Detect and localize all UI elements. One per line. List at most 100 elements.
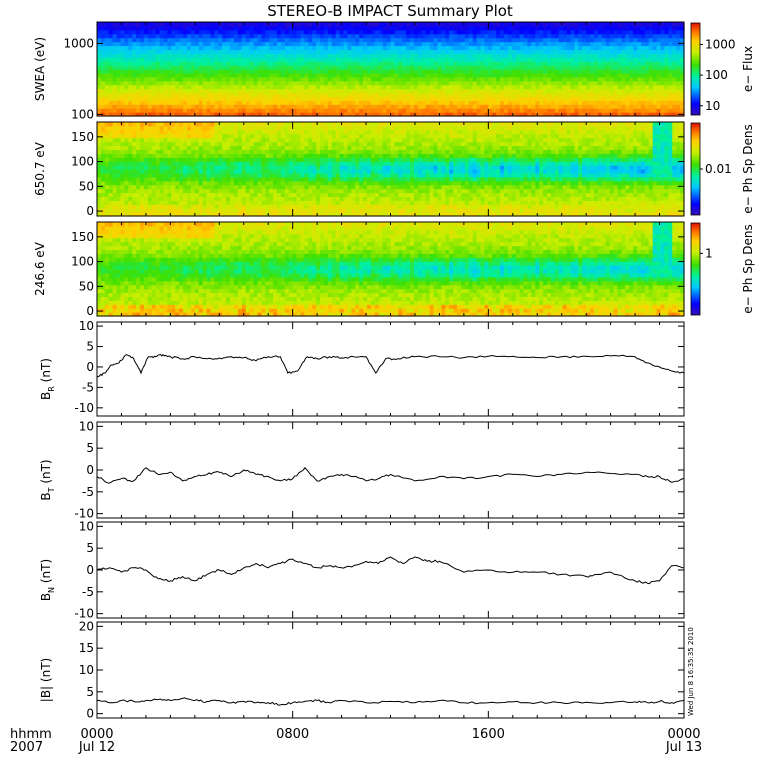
heatmap-cell xyxy=(167,41,172,47)
heatmap-cell xyxy=(535,65,540,70)
heatmap-cell xyxy=(421,29,427,35)
heatmap-cell xyxy=(151,212,157,217)
heatmap-cell xyxy=(112,84,118,90)
heatmap-cell xyxy=(680,84,685,90)
heatmap-cell xyxy=(633,80,638,86)
heatmap-cell xyxy=(151,61,157,66)
heatmap-cell xyxy=(644,37,650,43)
heatmap-cell xyxy=(171,57,176,62)
heatmap-cell xyxy=(554,45,560,51)
heatmap-cell xyxy=(210,172,215,178)
heatmap-cell xyxy=(558,22,564,27)
heatmap-cell xyxy=(398,88,403,94)
heatmap-cell xyxy=(492,37,497,43)
heatmap-cell xyxy=(171,88,176,94)
heatmap-cell xyxy=(226,61,231,66)
heatmap-cell xyxy=(363,84,368,90)
heatmap-cell xyxy=(108,41,114,47)
heatmap-cell xyxy=(277,57,282,62)
heatmap-cell xyxy=(292,37,298,43)
heatmap-cell xyxy=(398,41,403,47)
heatmap-cell xyxy=(468,22,474,27)
heatmap-cell xyxy=(120,108,125,113)
heatmap-cell xyxy=(457,49,462,54)
heatmap-cell xyxy=(374,61,380,66)
heatmap-cell xyxy=(190,104,196,109)
heatmap-cell xyxy=(147,84,153,90)
heatmap-cell xyxy=(241,153,247,158)
heatmap-cell xyxy=(210,61,215,66)
heatmap-cell xyxy=(476,88,482,94)
heatmap-cell xyxy=(300,80,305,86)
heatmap-cell xyxy=(460,22,466,27)
heatmap-cell xyxy=(175,161,180,166)
heatmap-cell xyxy=(394,80,399,86)
heatmap-cell xyxy=(198,57,204,62)
heatmap-cell xyxy=(151,192,157,198)
heatmap-cell xyxy=(570,53,576,58)
heatmap-cell xyxy=(261,137,266,143)
heatmap-cell xyxy=(233,157,239,162)
heatmap-cell xyxy=(284,196,290,201)
heatmap-cell xyxy=(143,96,149,101)
heatmap-cell xyxy=(284,76,290,82)
heatmap-cell xyxy=(300,149,305,154)
heatmap-cell xyxy=(676,37,681,43)
heatmap-cell xyxy=(269,49,274,54)
heatmap-cell xyxy=(449,29,454,35)
heatmap-cell xyxy=(128,137,133,143)
heatmap-cell xyxy=(218,196,223,201)
heatmap-cell xyxy=(664,84,669,90)
heatmap-cell xyxy=(347,53,352,58)
heatmap-cell xyxy=(676,25,681,31)
heatmap-cell xyxy=(277,69,282,74)
heatmap-cell xyxy=(425,65,431,70)
heatmap-cell xyxy=(417,41,423,47)
heatmap-cell xyxy=(476,33,482,39)
heatmap-cell xyxy=(159,180,165,186)
heatmap-cell xyxy=(190,22,196,27)
heatmap-cell xyxy=(104,92,110,98)
heatmap-cell xyxy=(468,76,474,82)
heatmap-cell xyxy=(539,96,544,101)
heatmap-cell xyxy=(421,41,427,47)
heatmap-cell xyxy=(179,22,184,27)
heatmap-cell xyxy=(265,137,270,143)
heatmap-cell xyxy=(245,192,251,198)
heatmap-cell xyxy=(280,204,286,209)
heatmap-cell xyxy=(547,33,552,39)
heatmap-cell xyxy=(269,133,274,139)
heatmap-cell xyxy=(194,200,200,205)
heatmap-cell xyxy=(171,84,176,90)
heatmap-cell xyxy=(226,125,231,131)
heatmap-cell xyxy=(304,108,309,113)
heatmap-cell xyxy=(171,192,176,198)
heatmap-cell xyxy=(515,72,521,78)
heatmap-cell xyxy=(100,184,106,190)
heatmap-cell xyxy=(460,92,466,98)
heatmap-cell xyxy=(159,204,165,209)
heatmap-cell xyxy=(132,80,137,86)
heatmap-cell xyxy=(147,25,153,31)
heatmap-cell xyxy=(167,92,172,98)
heatmap-cell xyxy=(308,61,313,66)
heatmap-cell xyxy=(159,188,165,194)
heatmap-cell xyxy=(132,41,137,47)
heatmap-cell xyxy=(566,22,572,27)
heatmap-cell xyxy=(390,72,396,78)
heatmap-cell xyxy=(468,61,474,66)
heatmap-cell xyxy=(382,41,388,47)
heatmap-cell xyxy=(484,22,489,27)
heatmap-cell xyxy=(245,25,251,31)
heatmap-cell xyxy=(253,196,259,201)
heatmap-cell xyxy=(100,204,106,209)
heatmap-cell xyxy=(367,29,372,35)
heatmap-cell xyxy=(300,172,305,178)
heatmap-cell xyxy=(269,122,274,127)
heatmap-cell xyxy=(421,49,427,54)
heatmap-cell xyxy=(621,88,626,94)
heatmap-cell xyxy=(124,57,129,62)
heatmap-cell xyxy=(104,176,110,182)
heatmap-cell xyxy=(593,65,599,70)
heatmap-cell xyxy=(190,29,196,35)
